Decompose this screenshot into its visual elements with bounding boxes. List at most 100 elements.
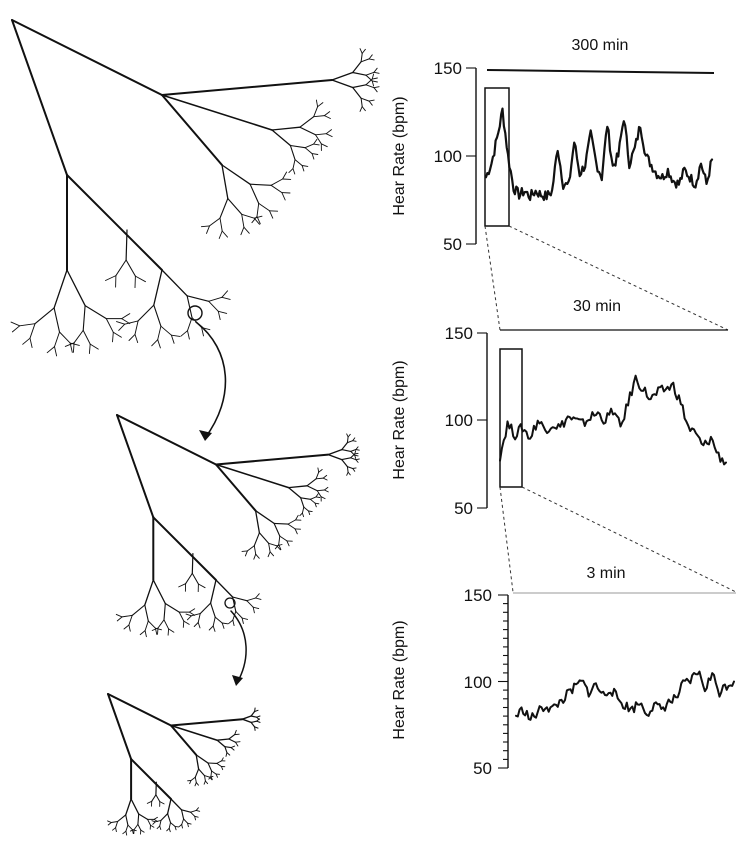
tree-branch bbox=[209, 579, 217, 604]
tree-branch bbox=[112, 331, 114, 343]
tree-branch bbox=[278, 535, 281, 546]
tree-branch bbox=[327, 453, 343, 461]
tree-branch bbox=[182, 620, 185, 628]
tree-branch bbox=[204, 780, 209, 785]
tree-branch bbox=[178, 583, 187, 588]
tree-branch bbox=[144, 630, 147, 638]
tree-branch bbox=[147, 620, 156, 629]
tree-branch bbox=[170, 334, 181, 337]
tree-branch bbox=[186, 295, 193, 319]
tree-branch bbox=[315, 496, 321, 498]
tree-branch bbox=[155, 794, 161, 803]
tree-branch bbox=[217, 310, 228, 314]
tree-branch bbox=[241, 550, 248, 552]
tree-branch bbox=[187, 317, 193, 332]
tree-branch bbox=[256, 718, 260, 722]
tree-branch bbox=[115, 613, 123, 618]
tree-branch bbox=[355, 446, 359, 450]
tree-branch bbox=[193, 622, 199, 627]
tree-branch bbox=[153, 269, 163, 306]
tree-branch bbox=[292, 159, 296, 170]
tree-branch bbox=[124, 320, 139, 325]
tree-branch bbox=[300, 497, 305, 508]
tree-branch bbox=[210, 602, 216, 618]
tree-branch bbox=[34, 307, 55, 325]
tree-branch bbox=[346, 436, 349, 444]
tree-branch bbox=[282, 171, 288, 180]
tree-branch bbox=[354, 454, 357, 459]
tree-branch bbox=[331, 71, 354, 81]
tree-branch bbox=[299, 512, 303, 517]
tree-branch bbox=[350, 448, 357, 452]
tree-branch bbox=[269, 210, 274, 219]
tree-branch bbox=[299, 126, 317, 136]
tree-branch bbox=[151, 627, 159, 631]
tree-branch bbox=[359, 48, 363, 54]
tree-branch bbox=[29, 337, 33, 348]
tick-label-2-100: 100 bbox=[445, 411, 473, 430]
tree-branch bbox=[352, 467, 357, 469]
tree-branch bbox=[187, 822, 189, 828]
tree-branch bbox=[129, 829, 135, 832]
tree-branch bbox=[105, 275, 117, 281]
tree-branch bbox=[116, 321, 126, 325]
tree-branch bbox=[194, 782, 197, 787]
tree-branch bbox=[221, 622, 229, 625]
tree-branch bbox=[289, 144, 296, 161]
tree-branch bbox=[254, 726, 259, 729]
tree-branch bbox=[11, 19, 68, 176]
tree-branch bbox=[151, 820, 156, 823]
duration-label-30: 30 min bbox=[573, 298, 621, 315]
tree-branch bbox=[287, 485, 308, 489]
tree-branch bbox=[249, 183, 272, 186]
tree-branch bbox=[115, 259, 127, 277]
tree-branch bbox=[327, 448, 343, 456]
tree-branch bbox=[144, 604, 149, 622]
tree-branch bbox=[128, 333, 136, 341]
tree-branch bbox=[183, 620, 190, 625]
tree-branch bbox=[221, 230, 228, 238]
heart-rate-series-30 bbox=[499, 374, 727, 466]
tree-branch bbox=[133, 823, 139, 831]
tree-branch bbox=[268, 542, 278, 547]
tree-branch bbox=[125, 814, 129, 826]
tree-branch bbox=[360, 97, 370, 102]
tree-branch bbox=[306, 485, 318, 492]
tree-branch bbox=[121, 318, 131, 325]
tree-branch bbox=[331, 79, 354, 89]
tree-branch bbox=[197, 613, 201, 623]
arrowhead-1-icon bbox=[199, 430, 212, 441]
tree-branch bbox=[139, 630, 146, 636]
tree-branch bbox=[316, 489, 325, 492]
tree-branch bbox=[221, 164, 251, 185]
tree-branch bbox=[368, 99, 375, 102]
tree-branch bbox=[325, 129, 332, 135]
tree-branch bbox=[157, 325, 162, 341]
tree-branch bbox=[215, 463, 257, 512]
tree-branch bbox=[269, 551, 275, 557]
tree-branch bbox=[116, 414, 155, 519]
tree-branch bbox=[112, 827, 117, 831]
tree-branch bbox=[46, 346, 55, 354]
tree-branch bbox=[197, 622, 201, 629]
tree-branch bbox=[216, 760, 223, 764]
tree-branch bbox=[73, 329, 84, 344]
tree-branch bbox=[341, 459, 348, 468]
zoom-box-2 bbox=[499, 348, 523, 488]
tree-branch bbox=[281, 192, 286, 201]
tree-branch bbox=[301, 165, 305, 172]
tree-branch bbox=[19, 323, 36, 327]
tree-branch bbox=[219, 197, 229, 219]
tree-branch bbox=[168, 822, 171, 829]
tree-branch bbox=[194, 815, 196, 821]
tree-branch bbox=[255, 597, 262, 600]
tree-branch bbox=[211, 770, 217, 775]
tree-branch bbox=[170, 334, 175, 344]
tree-branch bbox=[207, 762, 213, 772]
tree-branch bbox=[212, 616, 216, 627]
tree-branch bbox=[197, 583, 206, 589]
tree-branch bbox=[168, 827, 171, 833]
tree-branch bbox=[117, 814, 127, 823]
zoom-guide-1b bbox=[508, 225, 729, 331]
tree-branch bbox=[168, 628, 175, 633]
